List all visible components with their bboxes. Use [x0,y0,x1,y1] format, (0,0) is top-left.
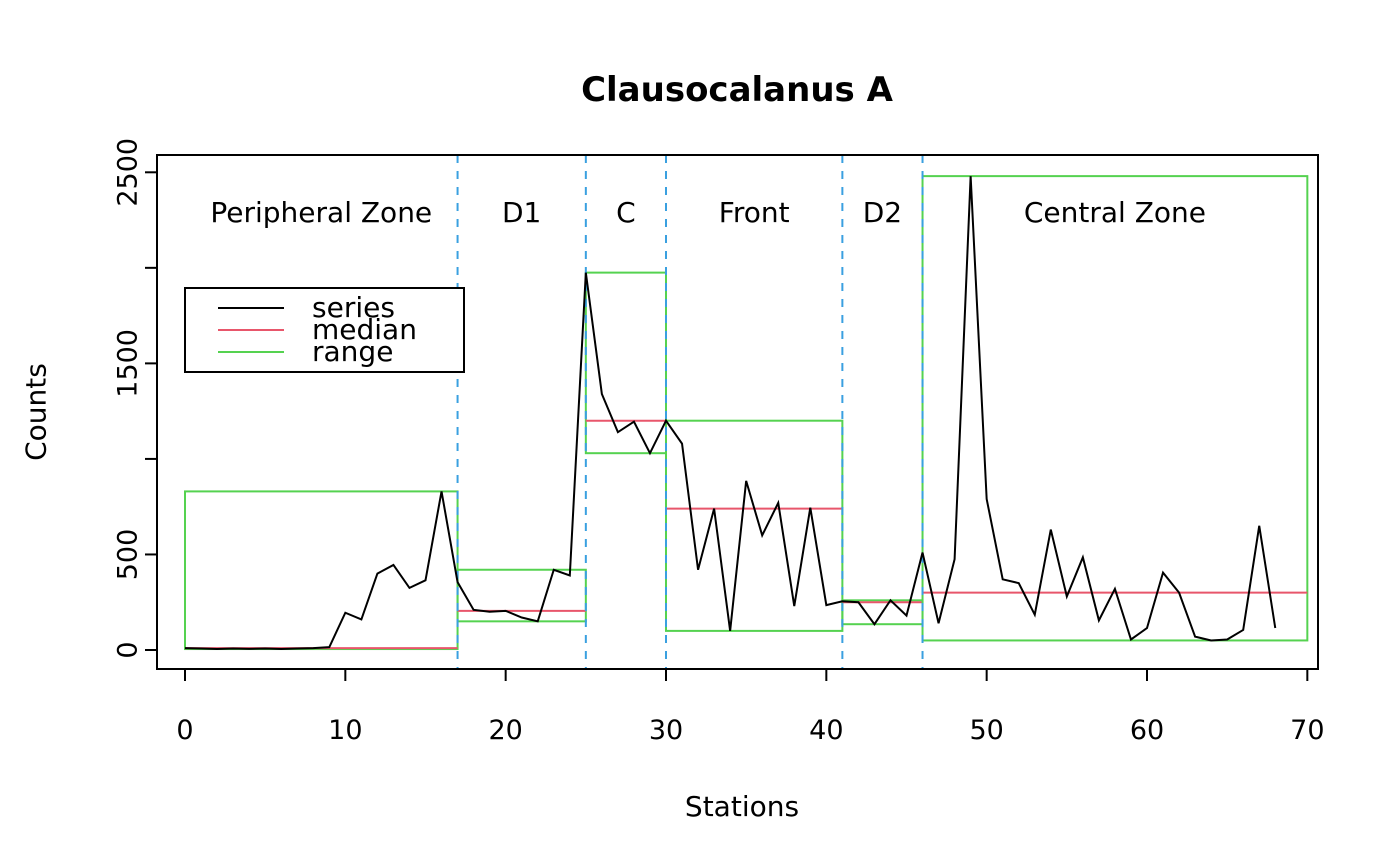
x-tick-label: 20 [488,715,522,746]
legend-entry-median: median [218,313,463,346]
y-axis-title: Counts [19,363,53,461]
plot-border [156,154,1319,670]
range-box-c [584,271,667,455]
zone-label-d1: D1 [502,196,541,229]
range-line-sample [218,351,284,353]
legend: series median range [184,287,465,373]
y-tick-label: 0 [113,641,144,658]
x-tick-label: 30 [649,715,683,746]
legend-entry-range: range [218,335,463,368]
x-tick-label: 50 [969,715,1003,746]
x-axis-title: Stations [684,790,800,823]
y-tick-label: 500 [113,529,144,581]
zone-label-c: C [616,196,636,229]
legend-entry-series: series [218,291,463,324]
x-tick-label: 0 [176,715,193,746]
x-tick-label: 60 [1130,715,1164,746]
range-box-central-zone [921,175,1309,642]
legend-label: median [312,313,417,346]
chart-title: Clausocalanus A [581,70,893,110]
zone-label-front: Front [719,196,790,229]
zone-label-d2: D2 [863,196,902,229]
series-line [184,176,1277,651]
y-tick-label: 2500 [113,138,144,207]
zone-label-central-zone: Central Zone [1024,196,1206,229]
y-tick-label: 1500 [113,329,144,398]
legend-label: series [312,291,395,324]
range-box-peripheral-zone [184,490,459,651]
x-tick-label: 70 [1290,715,1324,746]
range-box-d1 [456,568,587,623]
zone-label-peripheral-zone: Peripheral Zone [210,196,432,229]
series-line-sample [218,307,284,309]
median-line-sample [218,329,284,331]
x-tick-label: 10 [328,715,362,746]
x-tick-label: 40 [809,715,843,746]
legend-label: range [312,335,394,368]
